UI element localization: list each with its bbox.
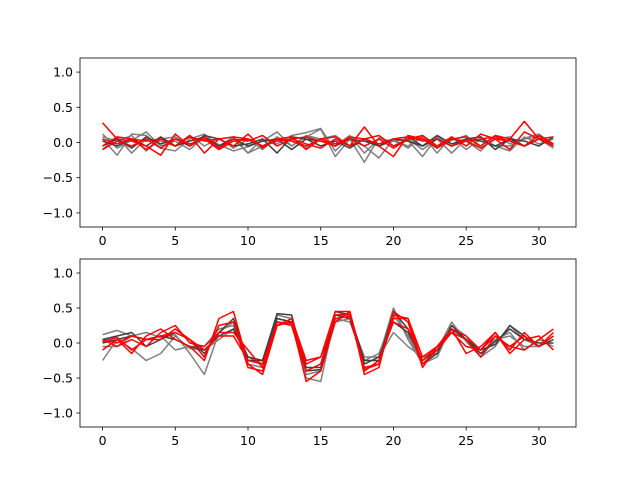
top-subplot: 0 5 10 15 20 25 30 −1.0 −0.5 0.0 0.5 1.0 xyxy=(43,57,577,248)
x-tick-label: 20 xyxy=(386,233,402,248)
x-tick-label: 5 xyxy=(171,233,179,248)
x-tick-label: 10 xyxy=(240,433,256,448)
y-tick-label: −1.0 xyxy=(43,205,73,220)
y-tick-label: 0.5 xyxy=(53,100,73,115)
x-tick-label: 25 xyxy=(458,233,474,248)
x-tick-label: 5 xyxy=(171,433,179,448)
y-tick-label: 0.0 xyxy=(53,336,73,351)
x-tick-label: 15 xyxy=(313,233,329,248)
bottom-subplot: 0 5 10 15 20 25 30 −1.0 −0.5 0.0 0.5 1.0 xyxy=(43,258,577,448)
y-tick-label: −0.5 xyxy=(43,371,73,386)
x-tick-label: 30 xyxy=(531,233,547,248)
x-tick-label: 0 xyxy=(99,233,107,248)
y-tick-label: 1.0 xyxy=(53,266,73,281)
x-tick-label: 0 xyxy=(99,433,107,448)
y-tick-label: −0.5 xyxy=(43,170,73,185)
series-line-8 xyxy=(102,134,554,147)
x-tick-label: 10 xyxy=(240,233,256,248)
x-tick-label: 25 xyxy=(458,433,474,448)
series-line-8 xyxy=(102,314,554,372)
x-tick-label: 15 xyxy=(313,433,329,448)
y-tick-label: −1.0 xyxy=(43,406,73,421)
y-tick-label: 1.0 xyxy=(53,65,73,80)
y-tick-label: 0.5 xyxy=(53,301,73,316)
x-tick-label: 20 xyxy=(386,433,402,448)
x-tick-label: 30 xyxy=(531,433,547,448)
y-tick-label: 0.0 xyxy=(53,135,73,150)
series-line-7 xyxy=(102,310,554,369)
series-line-9 xyxy=(102,138,554,151)
